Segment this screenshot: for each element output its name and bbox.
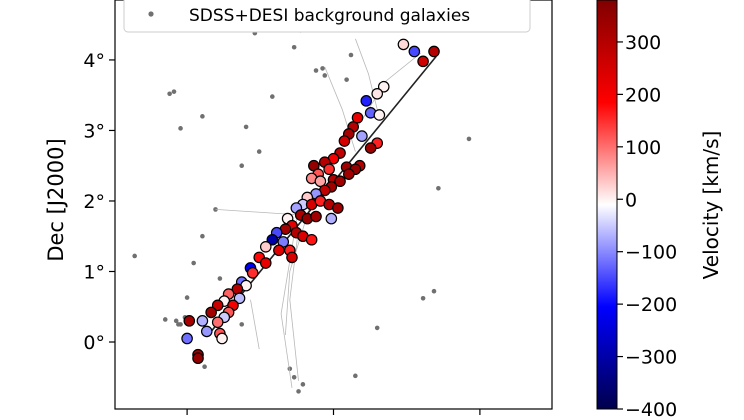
member-galaxy-point — [192, 352, 204, 365]
background-galaxy-point — [171, 89, 177, 94]
legend: SDSS+DESI background galaxies — [123, 0, 531, 33]
background-galaxy-point — [239, 322, 245, 327]
member-galaxies-layer — [181, 38, 440, 365]
member-galaxy-point — [211, 299, 224, 312]
background-galaxy-point — [436, 185, 441, 191]
background-galaxy-point — [162, 317, 168, 322]
colorbar-tick-label: 100 — [625, 137, 661, 159]
member-galaxy-point — [371, 87, 383, 100]
member-galaxy-point — [273, 244, 285, 257]
velocity-wisp — [285, 200, 312, 336]
background-galaxy-point — [184, 295, 190, 300]
member-galaxy-point — [325, 212, 338, 225]
background-galaxy-point — [296, 389, 301, 394]
background-galaxy-point — [431, 288, 437, 294]
member-galaxy-point — [360, 95, 373, 107]
background-galaxy-point — [178, 126, 183, 131]
y-axis-label: Dec [J2000] — [44, 138, 68, 261]
member-galaxy-point — [246, 267, 259, 279]
member-galaxy-point — [334, 175, 346, 188]
legend-marker — [148, 11, 154, 17]
background-galaxy-point — [176, 322, 181, 327]
member-galaxy-point — [323, 163, 335, 176]
member-galaxy-point — [377, 80, 390, 93]
colorbar-tick-label: −300 — [625, 347, 677, 369]
background-galaxy-point — [322, 73, 328, 78]
colorbar: 300 200 100 0 −100 −200 −300 −400 Velocity [km/… — [596, 0, 723, 420]
member-galaxy-point — [259, 241, 272, 253]
y-tick-label: 1° — [83, 261, 105, 283]
background-galaxy-point — [202, 364, 207, 369]
background-galaxy-point — [291, 374, 297, 380]
background-galaxy-point — [300, 382, 306, 387]
member-galaxy-point — [408, 45, 421, 58]
member-galaxy-point — [314, 175, 327, 188]
member-galaxy-point — [356, 130, 368, 142]
member-galaxy-point — [338, 135, 351, 147]
y-tick-label: 2° — [83, 191, 105, 213]
background-galaxy-point — [217, 276, 223, 281]
plot-area: 0° 1° 2° 3° 4° — [83, 0, 553, 415]
colorbar-label: Velocity [km/s] — [699, 131, 723, 280]
y-ticks: 0° 1° 2° 3° 4° — [83, 50, 115, 354]
background-galaxy-point — [200, 114, 205, 119]
velocity-wisp — [250, 299, 260, 350]
colorbar-tick-label: −400 — [625, 399, 677, 420]
member-galaxy-point — [428, 45, 440, 58]
x-ticks — [186, 409, 481, 415]
background-galaxy-point — [132, 253, 137, 259]
background-galaxy-point — [320, 66, 325, 71]
background-galaxy-point — [374, 325, 380, 331]
background-galaxy-point — [466, 136, 472, 142]
member-galaxy-point — [332, 202, 344, 214]
member-galaxy-point — [266, 233, 279, 246]
member-galaxy-point — [233, 292, 246, 305]
background-galaxy-point — [239, 163, 245, 169]
background-galaxy-point — [243, 124, 249, 130]
background-galaxy-point — [191, 260, 196, 266]
member-galaxy-point — [342, 168, 355, 180]
background-galaxy-point — [420, 295, 426, 301]
member-galaxy-point — [364, 142, 377, 154]
colorbar-tick-label: −100 — [625, 242, 677, 264]
member-galaxy-point — [397, 38, 410, 51]
colorbar-ticks: 300 200 100 0 −100 −200 −300 −400 — [617, 32, 677, 420]
legend-label: SDSS+DESI background galaxies — [189, 6, 470, 26]
velocity-wisp — [280, 207, 299, 388]
member-galaxy-point — [211, 316, 224, 329]
member-galaxy-point — [310, 210, 322, 223]
background-galaxy-point — [173, 318, 179, 324]
colorbar-tick-label: 300 — [625, 32, 661, 54]
colorbar-tick-label: 0 — [625, 189, 637, 211]
member-galaxy-point — [205, 306, 217, 319]
background-galaxy-point — [270, 94, 275, 99]
colorbar-tick-label: 200 — [625, 84, 661, 106]
y-tick-label: 0° — [83, 332, 105, 354]
member-galaxy-point — [196, 315, 209, 327]
member-galaxy-point — [305, 233, 318, 246]
member-galaxy-point — [181, 332, 193, 345]
background-galaxy-point — [344, 77, 349, 82]
member-galaxy-point — [351, 111, 364, 124]
background-galaxy-point — [313, 68, 319, 73]
y-tick-label: 4° — [83, 50, 105, 72]
background-galaxy-point — [200, 233, 205, 239]
member-galaxy-point — [200, 325, 213, 338]
background-galaxy-point — [256, 149, 262, 154]
member-galaxy-point — [286, 251, 298, 264]
member-galaxy-point — [373, 109, 386, 121]
background-galaxy-point — [353, 373, 358, 379]
background-galaxy-point — [291, 44, 297, 50]
colorbar-gradient — [596, 0, 618, 410]
background-galaxy-point — [167, 91, 172, 97]
member-galaxy-point — [216, 332, 228, 345]
background-galaxy-point — [348, 52, 354, 58]
member-galaxy-point — [417, 55, 429, 68]
y-tick-label: 3° — [83, 120, 105, 142]
member-galaxy-point — [183, 315, 196, 327]
member-galaxy-point — [259, 257, 272, 269]
colorbar-tick-label: −200 — [625, 294, 677, 316]
